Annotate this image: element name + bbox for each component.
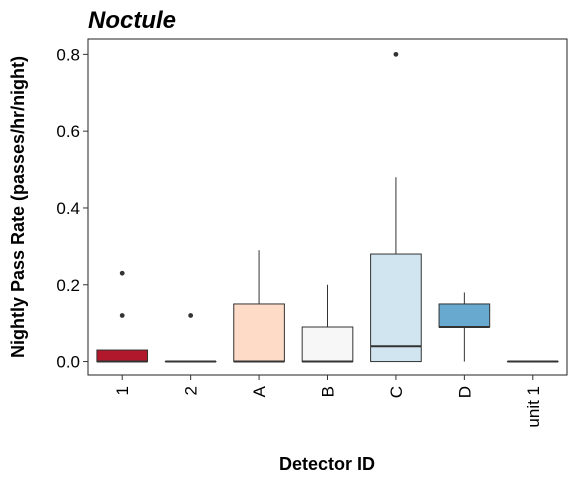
chart-title: Noctule — [88, 7, 176, 34]
box-2 — [164, 313, 217, 363]
y-tick-label: 0.2 — [56, 276, 80, 295]
y-tick-label: 0.8 — [56, 45, 80, 64]
box-body — [233, 303, 285, 363]
box-body — [96, 349, 149, 363]
box-body — [438, 303, 491, 328]
y-tick-label: 0.4 — [56, 199, 80, 218]
outlier-point — [119, 270, 125, 276]
x-tick-label: C — [387, 386, 406, 398]
box-body — [301, 326, 354, 363]
box-1 — [96, 270, 149, 363]
x-axis-title: Detector ID — [279, 454, 375, 474]
outlier-point — [188, 313, 194, 318]
box-B — [301, 284, 354, 363]
outlier-point — [393, 51, 399, 57]
x-tick-label: D — [455, 386, 474, 398]
box-D — [438, 292, 491, 362]
x-tick-label: B — [319, 386, 338, 397]
y-axis-title: Nightly Pass Rate (passes/hr/night) — [8, 56, 28, 358]
box-A — [233, 250, 285, 363]
y-tick-label: 0.6 — [56, 122, 80, 141]
outlier-point — [119, 313, 125, 318]
x-tick-label: unit 1 — [524, 386, 543, 428]
x-tick-label: 1 — [113, 386, 132, 395]
x-tick-label: A — [250, 385, 269, 397]
y-tick-label: 0.0 — [56, 353, 80, 372]
boxes-group — [96, 51, 559, 363]
box-body — [370, 253, 422, 363]
y-axis: 0.0 0.2 0.4 0.6 0.8 — [56, 45, 88, 372]
box-C — [370, 51, 422, 363]
x-tick-label: 2 — [182, 386, 201, 395]
